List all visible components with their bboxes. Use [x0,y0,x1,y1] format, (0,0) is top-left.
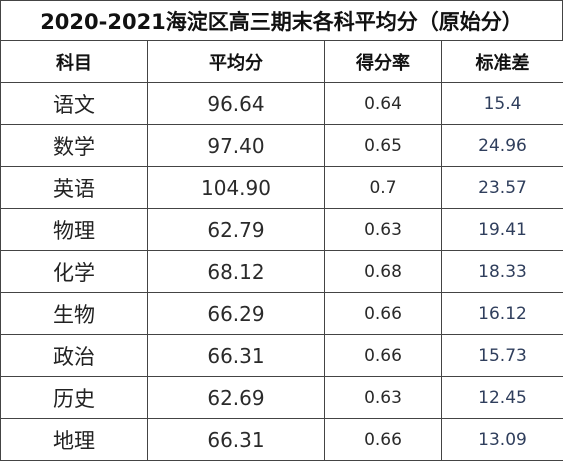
subject-cell: 英语 [1,167,148,209]
std-dev-cell: 15.4 [442,83,563,125]
subject-cell: 政治 [1,335,148,377]
score-rate-cell: 0.7 [325,167,442,209]
average-cell: 97.40 [148,125,325,167]
std-dev-cell: 16.12 [442,293,563,335]
table-row: 化学 68.12 0.68 18.33 [1,251,563,293]
score-rate-cell: 0.68 [325,251,442,293]
std-dev-cell: 15.73 [442,335,563,377]
score-rate-cell: 0.64 [325,83,442,125]
header-score-rate: 得分率 [325,41,442,83]
average-cell: 96.64 [148,83,325,125]
subject-cell: 语文 [1,83,148,125]
header-average: 平均分 [148,41,325,83]
table-row: 地理 66.31 0.66 13.09 [1,419,563,461]
std-dev-cell: 18.33 [442,251,563,293]
score-rate-cell: 0.63 [325,209,442,251]
subject-cell: 地理 [1,419,148,461]
table-row: 政治 66.31 0.66 15.73 [1,335,563,377]
subject-cell: 化学 [1,251,148,293]
average-cell: 66.31 [148,335,325,377]
average-cell: 68.12 [148,251,325,293]
subject-cell: 生物 [1,293,148,335]
header-subject: 科目 [1,41,148,83]
subject-cell: 物理 [1,209,148,251]
average-cell: 62.79 [148,209,325,251]
score-rate-cell: 0.66 [325,419,442,461]
subject-cell: 数学 [1,125,148,167]
average-cell: 104.90 [148,167,325,209]
score-table: 科目 平均分 得分率 标准差 语文 96.64 0.64 15.4 数学 97.… [0,40,563,461]
std-dev-cell: 12.45 [442,377,563,419]
score-rate-cell: 0.65 [325,125,442,167]
header-std-dev: 标准差 [442,41,563,83]
average-cell: 66.29 [148,293,325,335]
std-dev-cell: 19.41 [442,209,563,251]
table-row: 物理 62.79 0.63 19.41 [1,209,563,251]
average-cell: 62.69 [148,377,325,419]
average-cell: 66.31 [148,419,325,461]
table-title: 2020-2021海淀区高三期末各科平均分（原始分） [0,0,563,40]
std-dev-cell: 23.57 [442,167,563,209]
score-rate-cell: 0.63 [325,377,442,419]
score-rate-cell: 0.66 [325,293,442,335]
table-row: 数学 97.40 0.65 24.96 [1,125,563,167]
table-row: 英语 104.90 0.7 23.57 [1,167,563,209]
table-row: 生物 66.29 0.66 16.12 [1,293,563,335]
subject-cell: 历史 [1,377,148,419]
score-rate-cell: 0.66 [325,335,442,377]
header-row: 科目 平均分 得分率 标准差 [1,41,563,83]
table-row: 历史 62.69 0.63 12.45 [1,377,563,419]
std-dev-cell: 24.96 [442,125,563,167]
std-dev-cell: 13.09 [442,419,563,461]
table-row: 语文 96.64 0.64 15.4 [1,83,563,125]
